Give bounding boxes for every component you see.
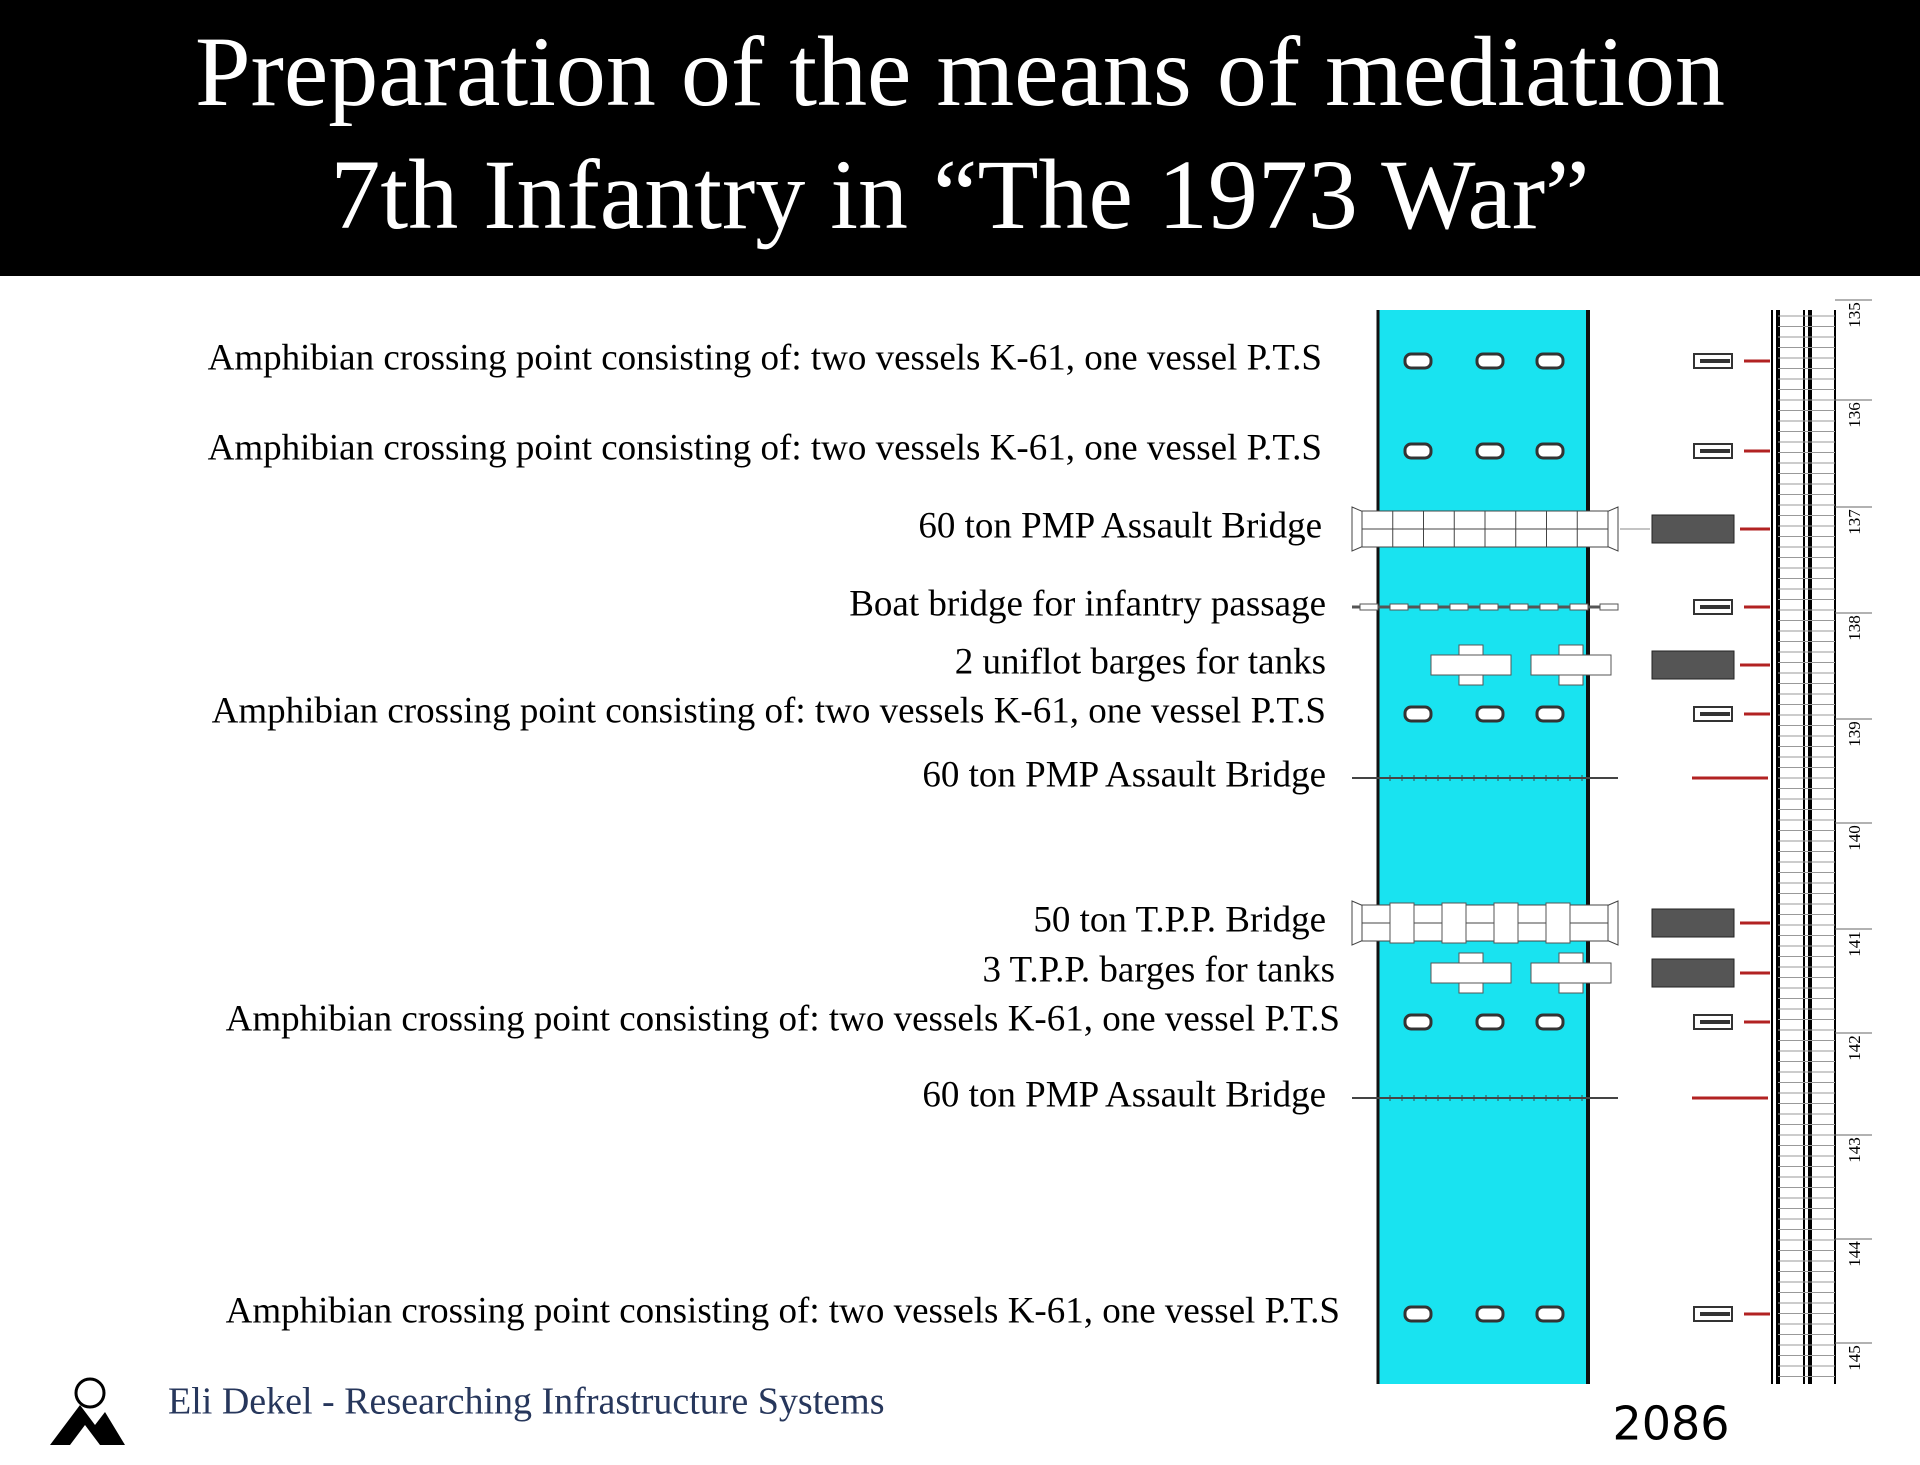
vessel: [1403, 352, 1433, 370]
boat: [1419, 603, 1439, 611]
vessel: [1535, 705, 1565, 723]
barge: [1430, 654, 1512, 676]
vessel: [1403, 1305, 1433, 1323]
crossing-label: Amphibian crossing point consisting of: …: [212, 690, 1326, 731]
boat: [1449, 603, 1469, 611]
boat: [1599, 603, 1619, 611]
boat: [1509, 603, 1529, 611]
boat: [1359, 603, 1379, 611]
boat: [1389, 603, 1409, 611]
river: [1378, 310, 1588, 1384]
crossing-label: Amphibian crossing point consisting of: …: [226, 1290, 1340, 1331]
tank-icon: [1651, 650, 1735, 680]
vessel: [1535, 1305, 1565, 1323]
km-label: 144: [1845, 1241, 1864, 1267]
vessel: [1535, 1013, 1565, 1031]
crossing-label: 50 ton T.P.P. Bridge: [1033, 899, 1326, 940]
footer-author: Eli Dekel - Researching Infrastructure S…: [168, 1381, 885, 1423]
tank-icon: [1651, 908, 1735, 938]
km-label: 139: [1845, 721, 1864, 747]
vessel: [1403, 442, 1433, 460]
boat: [1479, 603, 1499, 611]
vessel: [1475, 1305, 1505, 1323]
pontoon: [1389, 902, 1415, 944]
vessel: [1403, 705, 1433, 723]
km-label: 135: [1845, 302, 1864, 328]
crossing-label: Amphibian crossing point consisting of: …: [208, 427, 1322, 468]
crossing-label: 60 ton PMP Assault Bridge: [922, 754, 1326, 795]
tank-icon: [1651, 958, 1735, 988]
boat: [1569, 603, 1589, 611]
crossing-label: Boat bridge for infantry passage: [849, 583, 1326, 624]
km-label: 138: [1845, 615, 1864, 641]
km-label: 145: [1845, 1345, 1864, 1371]
km-label: 141: [1845, 931, 1864, 957]
crossing-label: 60 ton PMP Assault Bridge: [918, 505, 1322, 546]
km-label: 142: [1845, 1035, 1864, 1061]
vessel: [1475, 442, 1505, 460]
crossing-label: Amphibian crossing point consisting of: …: [226, 998, 1340, 1039]
km-label: 140: [1845, 825, 1864, 851]
pontoon: [1441, 902, 1467, 944]
vessel: [1475, 1013, 1505, 1031]
pontoon: [1545, 902, 1571, 944]
logo: [50, 1377, 125, 1445]
crossing-label: 2 uniflot barges for tanks: [955, 641, 1326, 682]
vessel: [1403, 1013, 1433, 1031]
vessel: [1475, 352, 1505, 370]
km-label: 143: [1845, 1137, 1864, 1163]
header-band: [0, 0, 1920, 276]
barge: [1530, 962, 1612, 984]
barge: [1530, 654, 1612, 676]
tank-icon: [1651, 514, 1735, 544]
crossing-label: 60 ton PMP Assault Bridge: [922, 1074, 1326, 1115]
crossing-label: Amphibian crossing point consisting of: …: [208, 337, 1322, 378]
vessel: [1535, 352, 1565, 370]
barge: [1430, 962, 1512, 984]
page-number: 2086: [1612, 1397, 1729, 1451]
pontoon: [1493, 902, 1519, 944]
km-label: 137: [1845, 509, 1864, 535]
km-label: 136: [1845, 402, 1864, 428]
vessel: [1475, 705, 1505, 723]
vessel: [1535, 442, 1565, 460]
title-line: 7th Infantry in “The 1973 War”: [330, 139, 1589, 250]
title-line: Preparation of the means of mediation: [195, 16, 1725, 127]
crossing-label: 3 T.P.P. barges for tanks: [982, 949, 1335, 990]
boat: [1539, 603, 1559, 611]
